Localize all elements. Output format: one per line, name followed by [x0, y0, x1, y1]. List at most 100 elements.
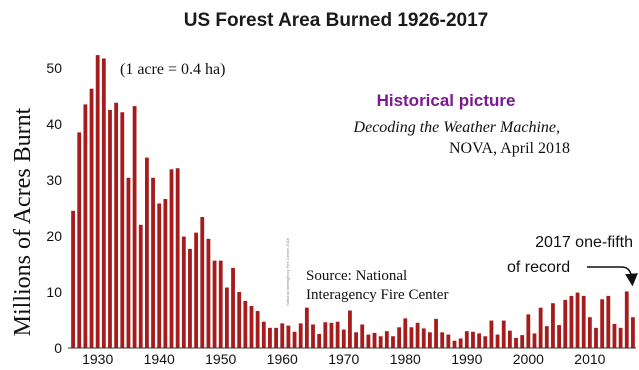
- bar-1991: [471, 331, 475, 348]
- bar-1978: [391, 336, 395, 348]
- x-tick-2000: 2000: [513, 351, 544, 367]
- bar-1941: [163, 199, 168, 348]
- bar-1935: [126, 177, 131, 348]
- bar-2017: [631, 317, 635, 348]
- y-tick-20: 20: [46, 228, 62, 244]
- x-tick-labels: 1930 1940 1950 1960 1970 1980 1990 2000 2010: [82, 351, 606, 367]
- record-arrow: [587, 266, 638, 287]
- bar-1946: [194, 232, 199, 348]
- bar-1985: [434, 318, 438, 348]
- x-tick-1940: 1940: [144, 351, 175, 367]
- x-tick-1930: 1930: [82, 351, 113, 367]
- data-source-line2: Interagency Fire Center: [306, 287, 448, 303]
- bar-1964: [304, 307, 309, 348]
- bar-1931: [101, 58, 106, 348]
- bar-1982: [415, 322, 420, 348]
- bar-1950: [218, 260, 223, 348]
- bar-1989: [458, 338, 463, 348]
- record-note-line2: of record: [507, 259, 570, 276]
- bar-1943: [175, 168, 180, 348]
- bar-1933: [114, 102, 119, 348]
- y-axis-label: Millions of Acres Burnt: [10, 107, 36, 336]
- bar-2016: [624, 291, 629, 348]
- bar-1939: [151, 177, 155, 348]
- bar-1951: [224, 287, 229, 348]
- bar-1956: [255, 311, 260, 348]
- watermark-text: National Interagency Fire Center 2018: [285, 237, 290, 306]
- bar-1981: [409, 327, 414, 348]
- chart-title: US Forest Area Burned 1926-2017: [184, 10, 488, 31]
- bar-2013: [606, 295, 611, 348]
- bar-2002: [538, 307, 543, 348]
- bar-2009: [581, 295, 586, 348]
- bar-1929: [89, 88, 94, 348]
- bar-1963: [298, 323, 303, 348]
- source-citation-line2: NOVA, April 2018: [449, 140, 570, 157]
- bar-1975: [372, 332, 377, 348]
- bar-1986: [440, 332, 445, 348]
- x-tick-1960: 1960: [267, 351, 298, 367]
- y-tick-30: 30: [46, 172, 62, 188]
- bar-1997: [507, 330, 512, 348]
- bar-1926: [71, 210, 75, 348]
- bar-1984: [428, 332, 432, 348]
- data-source-line1: Source: National: [306, 268, 407, 284]
- bar-1934: [120, 112, 125, 349]
- bar-1983: [421, 328, 426, 348]
- bars: [71, 55, 635, 349]
- bar-1937: [138, 224, 143, 348]
- bar-1938: [145, 157, 149, 348]
- bar-1994: [489, 320, 494, 348]
- bar-2007: [569, 295, 574, 348]
- bar-1960: [280, 323, 285, 348]
- bar-1952: [231, 267, 235, 348]
- bar-1979: [397, 327, 402, 348]
- source-citation-line1: Decoding the Weather Machine,: [353, 119, 560, 136]
- y-tick-50: 50: [46, 60, 62, 76]
- bar-2003: [544, 326, 549, 348]
- bar-1968: [329, 322, 334, 348]
- bar-1998: [514, 337, 518, 348]
- bar-2001: [532, 333, 537, 348]
- bar-2006: [563, 299, 568, 348]
- bar-1959: [274, 327, 278, 348]
- bar-1955: [249, 306, 254, 348]
- bar-1927: [77, 132, 82, 348]
- bar-1969: [335, 321, 340, 348]
- bar-1940: [157, 203, 162, 348]
- bar-1961: [286, 325, 291, 348]
- bar-1957: [261, 321, 266, 348]
- x-tick-2010: 2010: [574, 351, 605, 367]
- bar-1995: [495, 334, 500, 348]
- bar-1953: [237, 292, 242, 348]
- bar-1990: [464, 331, 469, 348]
- bar-1977: [384, 331, 389, 348]
- record-note-line1: 2017 one-fifth: [535, 234, 633, 251]
- y-tick-labels: 0 10 20 30 40 50: [46, 60, 62, 356]
- bar-1944: [181, 236, 186, 348]
- bar-1966: [317, 334, 322, 348]
- bar-1988: [452, 340, 457, 348]
- historical-picture-label: Historical picture: [377, 91, 516, 110]
- bar-2000: [526, 314, 531, 348]
- bar-1987: [446, 334, 451, 348]
- bar-2012: [600, 299, 605, 348]
- conversion-note: (1 acre = 0.4 ha): [120, 61, 225, 78]
- bar-1967: [323, 322, 328, 348]
- bar-1958: [268, 327, 272, 348]
- bar-1973: [360, 324, 365, 348]
- bar-2011: [594, 327, 598, 348]
- bar-1932: [108, 110, 112, 348]
- bar-1980: [403, 318, 408, 348]
- bar-2008: [575, 292, 580, 348]
- bar-1996: [501, 320, 506, 348]
- bar-1993: [483, 336, 488, 348]
- x-tick-1980: 1980: [390, 351, 421, 367]
- bar-1930: [95, 55, 100, 349]
- bar-1936: [132, 106, 137, 348]
- x-tick-1950: 1950: [205, 351, 236, 367]
- y-tick-10: 10: [46, 284, 62, 300]
- y-tick-40: 40: [46, 116, 62, 132]
- bar-1970: [341, 329, 346, 348]
